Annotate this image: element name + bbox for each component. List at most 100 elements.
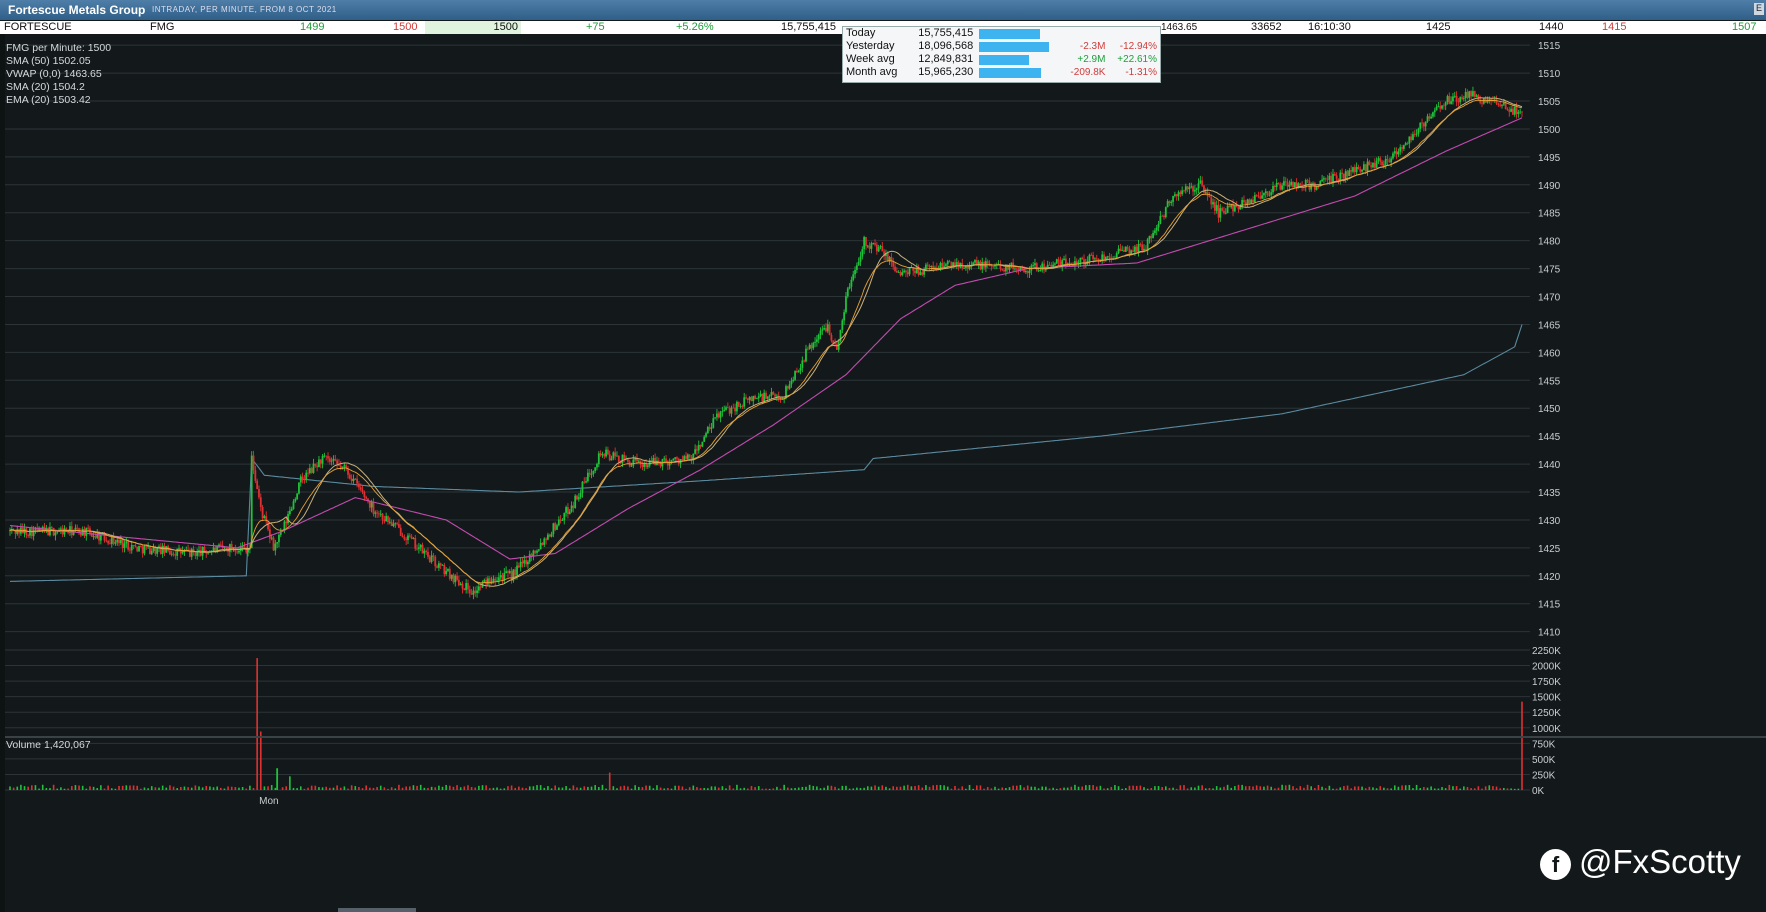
candle-body	[159, 546, 162, 555]
volume-row-value: 15,965,230	[918, 66, 974, 78]
grid	[5, 44, 1530, 791]
volume-bar	[1339, 787, 1342, 790]
volume-bar	[143, 787, 146, 790]
ema20-line	[9, 99, 1523, 584]
candle-body	[1473, 91, 1476, 97]
candle-body	[590, 473, 593, 475]
price-volume-chart[interactable]: 1410 1415 1420 1425 1430 1435 1440 1445 1450 1455…	[0, 34, 1766, 912]
candle-body	[723, 409, 726, 412]
volume-bar	[659, 787, 662, 790]
volume-bar	[630, 788, 633, 790]
volume-bar	[590, 786, 593, 790]
candle-body	[834, 343, 836, 345]
volume-bar	[896, 786, 898, 790]
candle-body	[459, 583, 462, 586]
candle-body	[548, 534, 551, 537]
volume-bar	[1135, 785, 1138, 790]
candle-body	[986, 261, 989, 264]
volume-bar	[1346, 785, 1349, 790]
candle-body	[774, 394, 776, 397]
candle-body	[874, 243, 876, 245]
volume-bar	[994, 786, 996, 790]
candle-body	[861, 249, 864, 257]
candle-body	[496, 580, 498, 582]
candle-body	[1508, 109, 1511, 112]
candle-body	[643, 463, 646, 467]
candle-body	[1430, 116, 1433, 119]
volume-bar	[339, 787, 342, 790]
volume-bar	[438, 785, 440, 790]
candle-body	[547, 534, 549, 540]
candle-body	[403, 537, 406, 540]
candle-body	[1472, 91, 1474, 97]
window-corner-button[interactable]: E	[1754, 3, 1764, 15]
volume-row-bar	[976, 53, 1062, 66]
volume-bar	[1019, 785, 1022, 790]
candle-body	[92, 536, 95, 537]
volume-bar	[936, 784, 938, 790]
volume-bar	[1448, 784, 1451, 790]
candle-body	[819, 330, 822, 335]
candle-body	[1406, 143, 1409, 145]
candle-body	[130, 545, 133, 551]
quote-change: +75	[586, 21, 605, 33]
candle-body	[939, 262, 942, 270]
candle-body	[1361, 169, 1363, 172]
candle-body	[139, 545, 142, 547]
candle-body	[1172, 195, 1174, 202]
volume-bar	[103, 788, 106, 790]
candle-body	[665, 458, 667, 462]
candle-body	[376, 512, 378, 514]
candle-body	[805, 348, 807, 362]
candle-body	[1413, 134, 1416, 136]
quote-ask: 1500	[393, 21, 418, 33]
volume-bar	[176, 788, 178, 790]
volume-bar	[383, 787, 386, 790]
volume-bar	[81, 785, 84, 790]
candle-body	[401, 535, 404, 538]
candle-body	[779, 397, 782, 400]
volume-bar	[528, 786, 531, 790]
candle-body	[583, 481, 586, 483]
candle-body	[1084, 263, 1087, 265]
volume-bar	[1005, 788, 1007, 790]
candle-body	[1004, 264, 1007, 272]
volume-bar	[1430, 786, 1432, 790]
candle-body	[552, 523, 555, 535]
quote-prev: 1507	[1732, 21, 1757, 33]
candle-body	[205, 552, 208, 554]
price-tick-label: 1420	[1538, 572, 1561, 583]
candle-body	[1168, 201, 1171, 204]
volume-bar	[307, 787, 309, 790]
volume-bar	[256, 658, 258, 790]
candle-body	[465, 583, 468, 590]
candle-body	[72, 530, 75, 536]
volume-row-label: Yesterday	[846, 40, 895, 52]
volume-bar	[445, 785, 447, 790]
candle-body	[267, 521, 269, 530]
candle-body	[563, 512, 566, 521]
candle-body	[1475, 95, 1478, 97]
horizontal-scrollbar[interactable]	[338, 908, 416, 912]
candle-body	[1021, 267, 1024, 270]
candle-body	[1095, 258, 1098, 260]
candle-body	[1459, 97, 1462, 102]
quote-high: 1440	[1539, 21, 1564, 33]
volume-bar	[1161, 787, 1163, 790]
price-tick-label: 1470	[1538, 293, 1561, 304]
candle-body	[161, 545, 164, 555]
volume-bar	[34, 785, 37, 790]
candle-body	[472, 590, 475, 595]
candle-body	[1270, 192, 1273, 195]
candle-body	[85, 527, 88, 536]
candle-body	[296, 493, 299, 500]
volume-bar	[1194, 787, 1196, 790]
candle-body	[325, 455, 328, 457]
quote-change-pct: +5.26%	[676, 21, 714, 33]
candle-body	[1412, 134, 1414, 141]
volume-bar	[1190, 787, 1193, 790]
volume-bar	[946, 786, 949, 790]
volume-bar	[405, 786, 407, 790]
candle-body	[1115, 253, 1118, 259]
candle-body	[1097, 258, 1100, 260]
